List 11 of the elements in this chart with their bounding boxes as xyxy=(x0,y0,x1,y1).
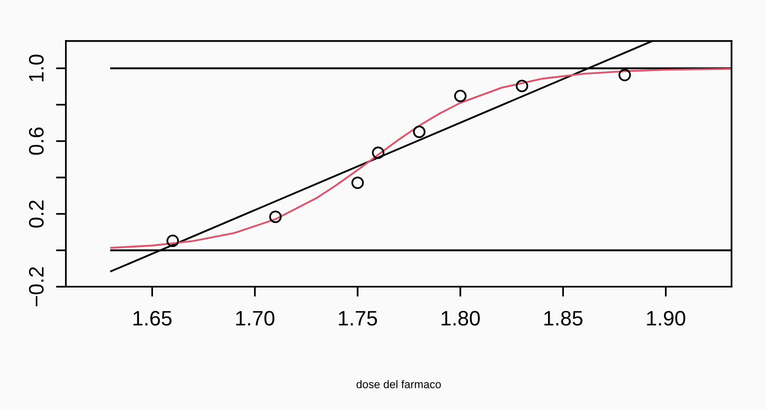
x-tick-label: 1.85 xyxy=(544,310,582,326)
x-tick-label: 1.90 xyxy=(647,310,686,326)
x-tick-label: 1.75 xyxy=(338,311,378,326)
y-tick-label: −0.2 xyxy=(28,267,44,306)
x-axis-title: dose del farmaco xyxy=(356,380,441,388)
y-tick-label: 0.2 xyxy=(28,200,44,228)
y-tick-label: 1.0 xyxy=(28,54,44,82)
x-tick-label: 1.80 xyxy=(442,310,480,326)
x-tick-label: 1.70 xyxy=(236,310,274,326)
y-tick-label: 0.6 xyxy=(28,128,44,155)
x-tick-label: 1.65 xyxy=(133,310,172,326)
